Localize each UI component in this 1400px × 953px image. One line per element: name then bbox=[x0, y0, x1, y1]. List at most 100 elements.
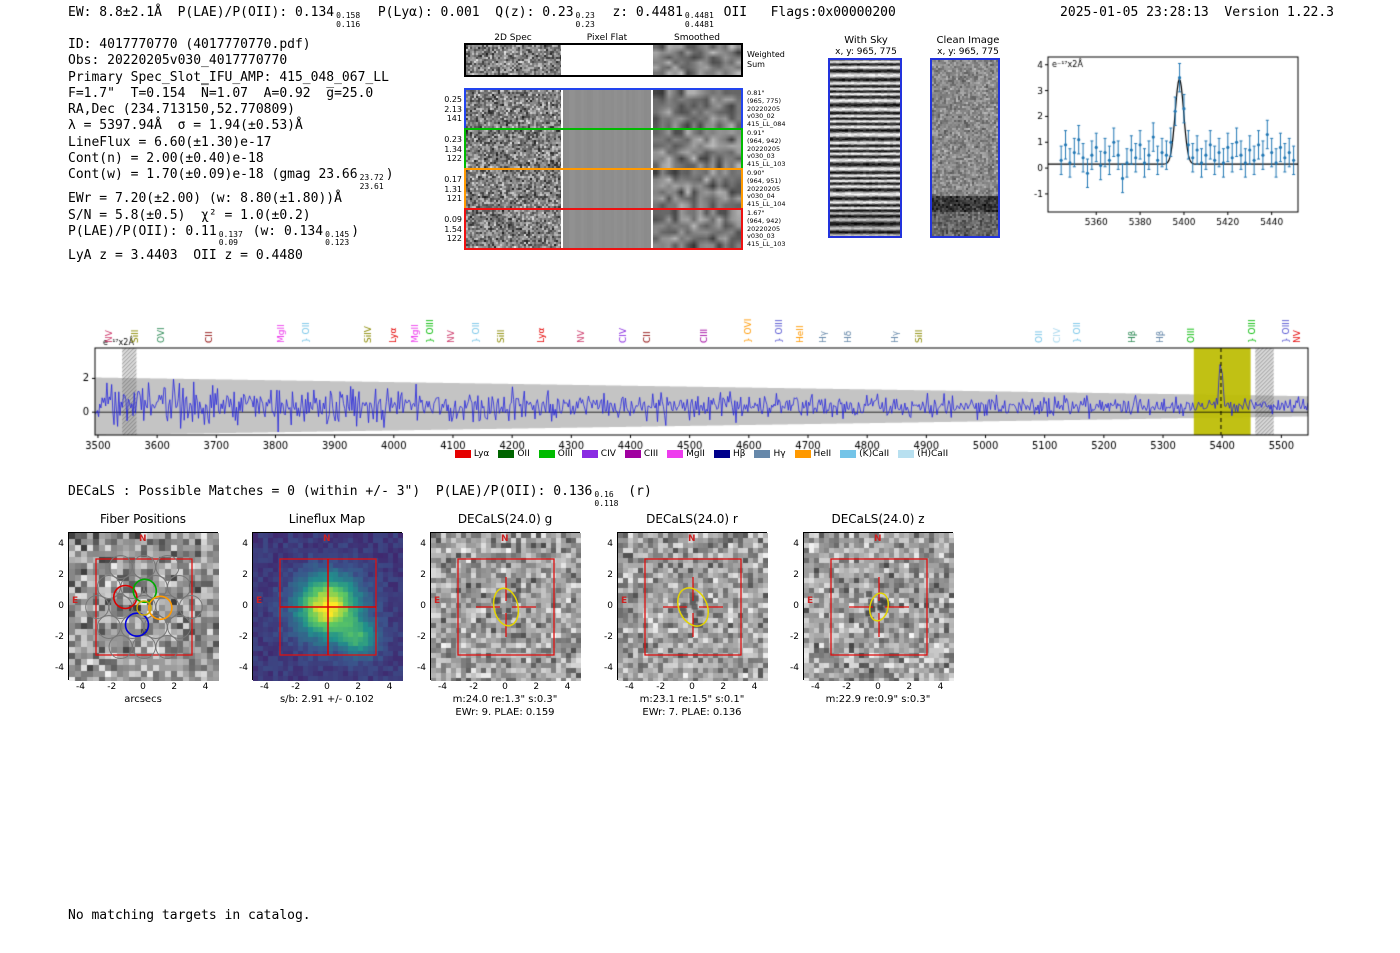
legend-swatch bbox=[624, 450, 641, 458]
legend-swatch bbox=[898, 450, 915, 458]
y-tick-label: 0 bbox=[607, 601, 613, 611]
info-line: Cont(n) = 2.00(±0.40)e-18 bbox=[68, 151, 394, 167]
lineflux-panel bbox=[252, 532, 403, 681]
text-segment: ) bbox=[351, 223, 360, 239]
x-tick-label: 4 bbox=[564, 682, 571, 692]
y-tick-label: 0 bbox=[242, 601, 248, 611]
cutout-row bbox=[464, 88, 743, 130]
text-segment: (w: 0.134 bbox=[244, 223, 324, 239]
y-tick-label: 0 bbox=[420, 601, 426, 611]
y-tick-label: 0 bbox=[58, 601, 64, 611]
text-segment: RA,Dec (234.713150,52.770809) bbox=[68, 102, 295, 118]
lo-value: 0.123 bbox=[325, 238, 350, 248]
lo-value: 23.61 bbox=[359, 181, 384, 191]
datetime-version: 2025-01-05 23:28:13 Version 1.22.3 bbox=[1060, 5, 1334, 20]
info-line: P(LAE)/P(OII): 0.11 0.137 0.09 (w: 0.134 0.… bbox=[68, 224, 394, 248]
legend-label: (H)CaII bbox=[917, 449, 949, 459]
y-tick-label: 4 bbox=[607, 539, 613, 550]
y-tick-label: 2 bbox=[58, 570, 64, 581]
decals-panel bbox=[803, 532, 954, 681]
panel-caption-1: m:23.1 re:1.5" s:0.1" bbox=[639, 694, 745, 705]
pixelflat-cutout bbox=[563, 45, 651, 75]
x-tick-label: -2 bbox=[291, 682, 301, 692]
x-tick-label: 0 bbox=[324, 682, 330, 692]
legend-item: (K)CaII bbox=[840, 449, 889, 459]
legend-item: Lyα bbox=[454, 449, 489, 459]
y-tick-label: -4 bbox=[604, 662, 613, 673]
panel-title: DECaLS(24.0) g bbox=[457, 512, 553, 526]
info-line: LineFlux = 6.60(±1.30)e-17 bbox=[68, 135, 394, 151]
lo-value: 0.116 bbox=[336, 19, 361, 29]
fibers-image bbox=[69, 533, 219, 681]
emission-line-legend: Lyα OII OIII CIV CIII MgII Hβ Hγ HeII (K)CaII (H)C… bbox=[95, 449, 1308, 459]
fibers-panel bbox=[68, 532, 219, 681]
legend-swatch bbox=[794, 450, 811, 458]
full-spectrum-chart bbox=[58, 268, 1358, 480]
info-line: ID: 4017770770 (4017770770.pdf) bbox=[68, 37, 394, 53]
x-tick-label: 2 bbox=[906, 682, 913, 692]
lo-value: 0.09 bbox=[218, 238, 238, 248]
hi-lo-stack: 0.16 0.118 bbox=[594, 490, 619, 508]
text-segment: Obs: 20220205v030_4017770770 bbox=[68, 53, 288, 69]
legend-label: Hβ bbox=[732, 449, 746, 459]
decals-overlay bbox=[457, 558, 555, 656]
x-tick-label: 4 bbox=[386, 682, 393, 692]
north-label: N bbox=[688, 534, 696, 544]
spacer bbox=[1209, 5, 1225, 20]
hi-lo-stack: 0.158 0.116 bbox=[336, 11, 361, 29]
info-line: S/N = 5.8(±0.5) χ² = 1.0(±0.2) bbox=[68, 208, 394, 224]
hi-value: 0.16 bbox=[594, 490, 614, 499]
text-segment: OII Flags:0x00000200 bbox=[715, 5, 896, 20]
legend-item: MgII bbox=[667, 449, 705, 459]
smoothed-cutout bbox=[653, 210, 741, 248]
info-line: F=1.7" T=0.154 N̅=1.07 A=0.92 g̅=25.0 bbox=[68, 86, 394, 102]
decals-image bbox=[431, 533, 581, 681]
report-version: Version 1.22.3 bbox=[1224, 5, 1334, 20]
footer-line-1: No matching targets in catalog. bbox=[68, 908, 311, 923]
y-tick-label: 4 bbox=[242, 539, 248, 550]
spec2d-cutout bbox=[466, 90, 561, 128]
north-label: N bbox=[139, 534, 147, 544]
north-label: N bbox=[874, 534, 882, 544]
cutout-column-header: Smoothed bbox=[674, 33, 720, 43]
legend-label: CIII bbox=[643, 449, 659, 459]
legend-swatch bbox=[498, 450, 515, 458]
x-tick-label: -2 bbox=[107, 682, 117, 692]
panel-caption-2: EWr: 9. PLAE: 0.159 bbox=[455, 707, 555, 718]
cutout-column-header: 2D Spec bbox=[494, 33, 532, 43]
y-tick-label: 2 bbox=[242, 570, 248, 581]
legend-swatch bbox=[754, 450, 771, 458]
cutout-row-left-labels: 0.25 2.13 141 bbox=[444, 95, 462, 123]
legend-label: OII bbox=[517, 449, 530, 459]
y-tick-label: 0 bbox=[793, 601, 799, 611]
spec2d-cutout bbox=[466, 170, 561, 208]
north-label: N bbox=[501, 534, 509, 544]
y-tick-label: -2 bbox=[55, 631, 64, 642]
spec2d-cutout bbox=[466, 210, 561, 248]
hi-lo-stack: 0.4481 0.4481 bbox=[685, 11, 714, 29]
smoothed-cutout bbox=[653, 45, 741, 75]
clean-image-coords: x, y: 965, 775 bbox=[937, 47, 999, 57]
legend-swatch bbox=[538, 450, 555, 458]
legend-item: Hγ bbox=[754, 449, 786, 459]
cutout-row bbox=[464, 128, 743, 170]
y-tick-label: 2 bbox=[607, 570, 613, 581]
x-tick-label: 4 bbox=[751, 682, 758, 692]
spec2d-cutout bbox=[466, 45, 561, 75]
y-tick-label: 2 bbox=[793, 570, 799, 581]
y-tick-label: -4 bbox=[790, 662, 799, 673]
with-sky-frame bbox=[828, 58, 902, 238]
x-tick-label: -2 bbox=[656, 682, 666, 692]
with-sky-image bbox=[830, 60, 900, 236]
lo-value: 0.118 bbox=[594, 498, 619, 508]
x-tick-label: 2 bbox=[171, 682, 178, 692]
cutout-row bbox=[464, 168, 743, 210]
fibers-overlay bbox=[85, 554, 203, 660]
x-tick-label: 0 bbox=[689, 682, 695, 692]
hi-value: 0.137 bbox=[218, 229, 243, 239]
decals-panel bbox=[430, 532, 581, 681]
legend-item: Hβ bbox=[713, 449, 746, 459]
pixelflat-cutout bbox=[563, 130, 651, 168]
text-segment: λ = 5397.94Å σ = 1.94(±0.53)Å bbox=[68, 118, 303, 134]
